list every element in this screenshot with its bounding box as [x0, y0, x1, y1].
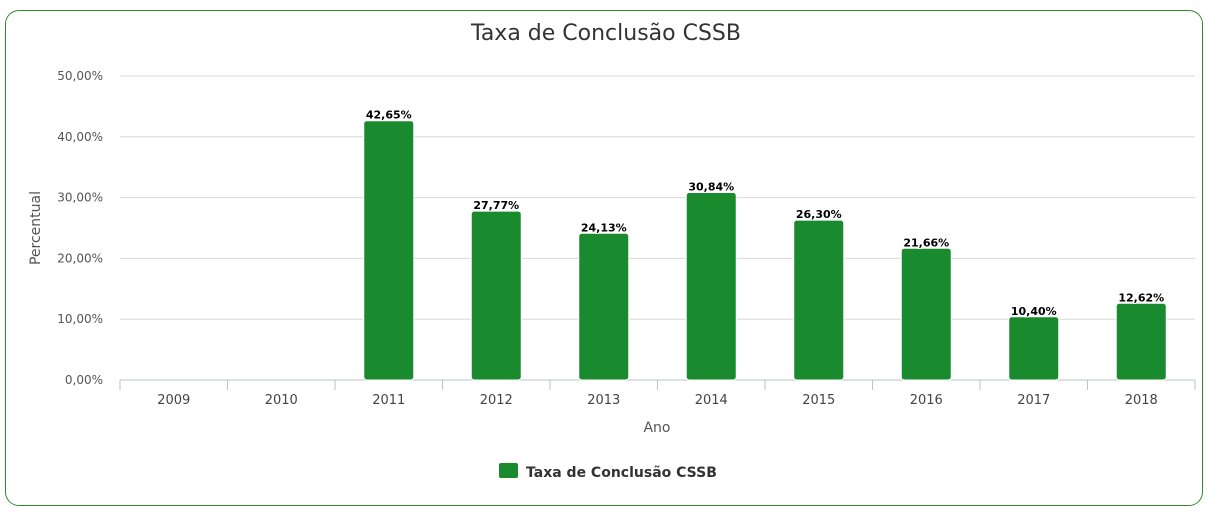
x-tick-label: 2016: [910, 393, 943, 408]
data-label-2012: 27,77%: [473, 199, 519, 212]
data-label-2018: 12,62%: [1118, 291, 1164, 304]
x-tick-label: 2014: [695, 393, 728, 408]
y-tick-label: 40,00%: [57, 130, 103, 144]
chart-title: Taxa de Conclusão CSSB: [470, 21, 741, 46]
data-label-2017: 10,40%: [1011, 305, 1057, 318]
y-tick-label: 10,00%: [57, 312, 103, 326]
y-tick-label: 50,00%: [57, 69, 103, 83]
data-label-2011: 42,65%: [366, 109, 412, 122]
bar-2014[interactable]: [685, 191, 737, 381]
data-label-2015: 26,30%: [796, 208, 842, 221]
data-label-2014: 30,84%: [688, 180, 734, 193]
x-axis-ticks: 2009 2010 2011 2012 2013 2014 2015 2016 2017 2018: [157, 393, 1158, 408]
x-tick-label: 2018: [1125, 393, 1158, 408]
x-axis-title: Ano: [643, 420, 670, 436]
y-axis-title: Percentual: [28, 191, 44, 265]
legend-swatch[interactable]: [499, 463, 518, 478]
x-tick-label: 2009: [157, 393, 190, 408]
data-label-2013: 24,13%: [581, 221, 627, 234]
x-tick-label: 2012: [480, 393, 513, 408]
legend[interactable]: Taxa de Conclusão CSSB: [499, 463, 717, 481]
bar-2016[interactable]: [900, 247, 952, 381]
y-tick-label: 20,00%: [57, 251, 103, 265]
bar-2013[interactable]: [578, 232, 630, 381]
x-tick-label: 2017: [1017, 393, 1050, 408]
y-tick-label: 0,00%: [65, 373, 103, 387]
x-tick-label: 2015: [802, 393, 835, 408]
data-label-2016: 21,66%: [903, 236, 949, 249]
bar-2012[interactable]: [470, 210, 522, 381]
bar-2017[interactable]: [1008, 316, 1060, 381]
bar-2015[interactable]: [793, 219, 845, 381]
y-axis-ticks: 0,00% 10,00% 20,00% 30,00% 40,00% 50,00%: [57, 69, 103, 387]
data-labels: 42,65% 27,77% 24,13% 30,84% 26,30% 21,66% 10,4…: [365, 108, 1165, 319]
x-tick-label: 2011: [372, 393, 405, 408]
x-tick-label: 2013: [587, 393, 620, 408]
chart-frame: [5, 10, 1203, 506]
bar-2011[interactable]: [363, 120, 415, 381]
bar-2018[interactable]: [1115, 302, 1167, 381]
gridlines: [120, 75, 1195, 320]
x-axis: [119, 379, 1196, 390]
y-tick-label: 30,00%: [57, 191, 103, 205]
legend-label[interactable]: Taxa de Conclusão CSSB: [526, 465, 717, 481]
bars: [363, 120, 1167, 381]
x-tick-label: 2010: [265, 393, 298, 408]
